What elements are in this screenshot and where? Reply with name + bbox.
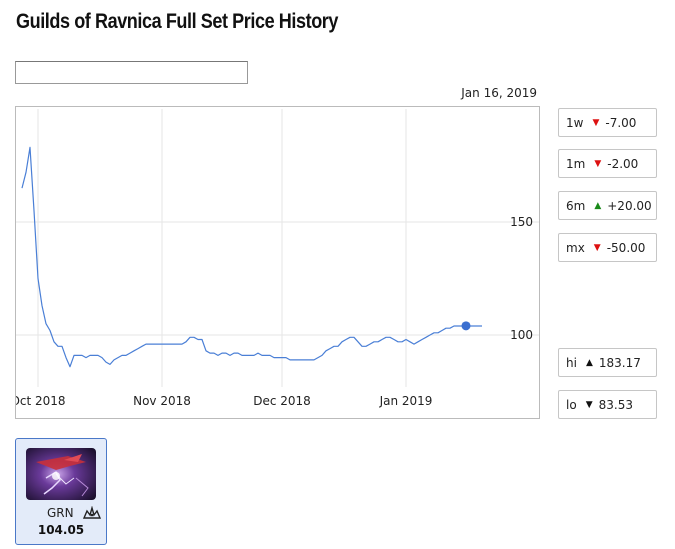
page-title: Guilds of Ravnica Full Set Price History — [16, 10, 339, 33]
high-label: hi — [566, 355, 577, 370]
change-value: -2.00 — [607, 156, 639, 171]
change-value: -50.00 — [606, 240, 646, 255]
up-arrow-icon: ▲ — [585, 357, 593, 368]
x-tick-label: Nov 2018 — [133, 394, 191, 408]
period-label: 1m — [566, 156, 586, 171]
set-code-label: GRN — [47, 506, 74, 520]
change-1w-button[interactable]: 1w ▼ -7.00 — [558, 108, 657, 137]
change-value: +20.00 — [607, 198, 652, 213]
change-value: -7.00 — [605, 115, 637, 130]
period-label: mx — [566, 240, 585, 255]
low-label: lo — [566, 397, 577, 412]
set-card-grn[interactable]: GRN 104.05 — [15, 438, 107, 545]
x-tick-label: Dec 2018 — [253, 394, 311, 408]
change-max-button[interactable]: mx ▼ -50.00 — [558, 233, 657, 262]
y-tick-label: 150 — [510, 215, 533, 229]
y-tick-label: 100 — [510, 328, 533, 342]
change-1m-button[interactable]: 1m ▼ -2.00 — [558, 149, 657, 178]
period-label: 6m — [566, 198, 586, 213]
x-tick-label: Jan 2019 — [379, 394, 433, 408]
price-chart[interactable]: Oct 2018 Nov 2018 Dec 2018 Jan 2019 150 100 — [15, 106, 540, 419]
up-arrow-icon: ▲ — [594, 200, 602, 211]
low-price-button[interactable]: lo ▼ 83.53 — [558, 390, 657, 419]
change-6m-button[interactable]: 6m ▲ +20.00 — [558, 191, 657, 220]
high-price-button[interactable]: hi ▲ 183.17 — [558, 348, 657, 377]
search-input[interactable] — [15, 61, 248, 84]
down-arrow-icon: ▼ — [585, 399, 593, 410]
down-arrow-icon: ▼ — [594, 158, 602, 169]
down-arrow-icon: ▼ — [592, 117, 600, 128]
period-label: 1w — [566, 115, 584, 130]
current-date: Jan 16, 2019 — [461, 86, 537, 100]
price-chart-svg: Oct 2018 Nov 2018 Dec 2018 Jan 2019 150 100 — [16, 109, 539, 408]
guild-symbol-icon — [82, 505, 102, 519]
current-price-point — [461, 321, 471, 331]
price-series-line — [21, 146, 482, 368]
x-tick-label: Oct 2018 — [16, 394, 66, 408]
low-value: 83.53 — [598, 397, 633, 412]
down-arrow-icon: ▼ — [593, 242, 601, 253]
high-value: 183.17 — [598, 355, 641, 370]
set-price: 104.05 — [37, 523, 85, 537]
set-art-image — [26, 448, 96, 500]
